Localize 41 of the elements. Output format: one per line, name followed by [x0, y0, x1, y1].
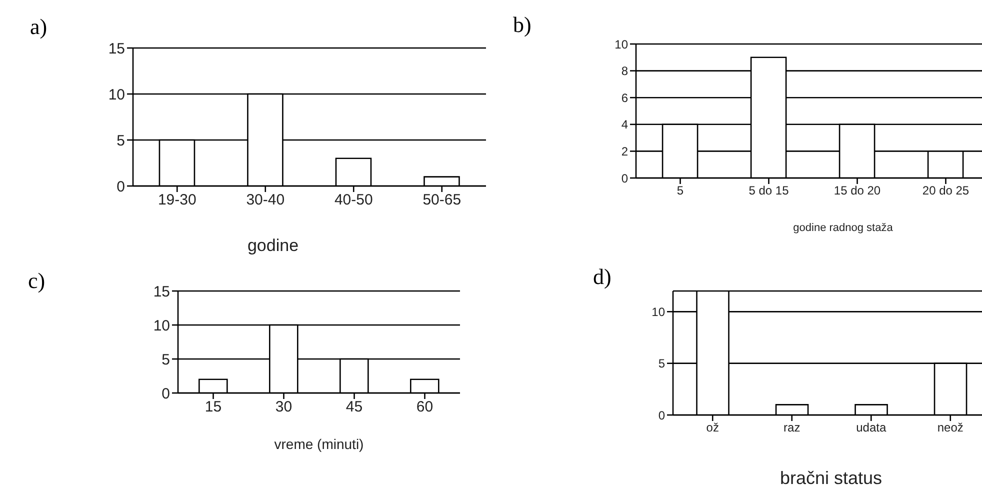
x-tick-label: ož: [706, 420, 719, 435]
y-tick-label: 5: [658, 356, 666, 371]
x-tick-label: 40-50: [334, 192, 373, 209]
x-axis-title: bračni status: [780, 468, 882, 489]
x-tick-label: 5 do 15: [748, 184, 790, 198]
chart-title: c): [28, 268, 46, 294]
y-tick-label: 15: [153, 283, 170, 300]
y-tick-label: 0: [116, 178, 125, 196]
x-axis-title: godine: [247, 236, 299, 256]
chart-title: b): [513, 12, 532, 38]
x-tick-label: 19-30: [158, 192, 196, 209]
y-tick-label: 4: [621, 118, 628, 132]
x-tick-label: 45: [346, 398, 363, 416]
x-tick-label: 60: [416, 398, 434, 416]
x-axis-title: vreme (minuti): [274, 436, 364, 452]
x-tick-label: 15: [204, 398, 222, 416]
y-tick-label: 10: [652, 304, 666, 319]
y-tick-label: 10: [153, 317, 170, 334]
x-tick-label: udata: [856, 420, 886, 435]
x-tick-label: 50-65: [422, 192, 462, 209]
y-tick-label: 6: [621, 90, 628, 105]
x-tick-label: 5: [676, 184, 684, 198]
y-tick-label: 5: [162, 351, 170, 368]
chart-title: d): [593, 264, 612, 290]
x-tick-label: neož: [937, 420, 964, 435]
y-tick-label: 10: [614, 37, 628, 52]
x-tick-label: raz: [784, 420, 800, 435]
x-tick-label: 20 do 25: [922, 184, 970, 198]
y-tick-label: 2: [621, 144, 628, 158]
y-tick-label: 0: [658, 408, 666, 422]
chart-title: a): [30, 14, 48, 40]
y-tick-label: 5: [116, 132, 125, 150]
y-tick-label: 8: [621, 64, 628, 78]
y-tick-label: 0: [162, 385, 170, 402]
y-tick-label: 10: [108, 86, 125, 104]
y-tick-label: 15: [108, 40, 125, 58]
x-tick-label: 15 do 20: [834, 184, 881, 198]
x-tick-label: 30: [275, 398, 292, 416]
y-tick-label: 0: [621, 171, 628, 186]
x-axis-title: godine radnog staža: [793, 222, 893, 234]
x-tick-label: 30-40: [246, 192, 285, 209]
